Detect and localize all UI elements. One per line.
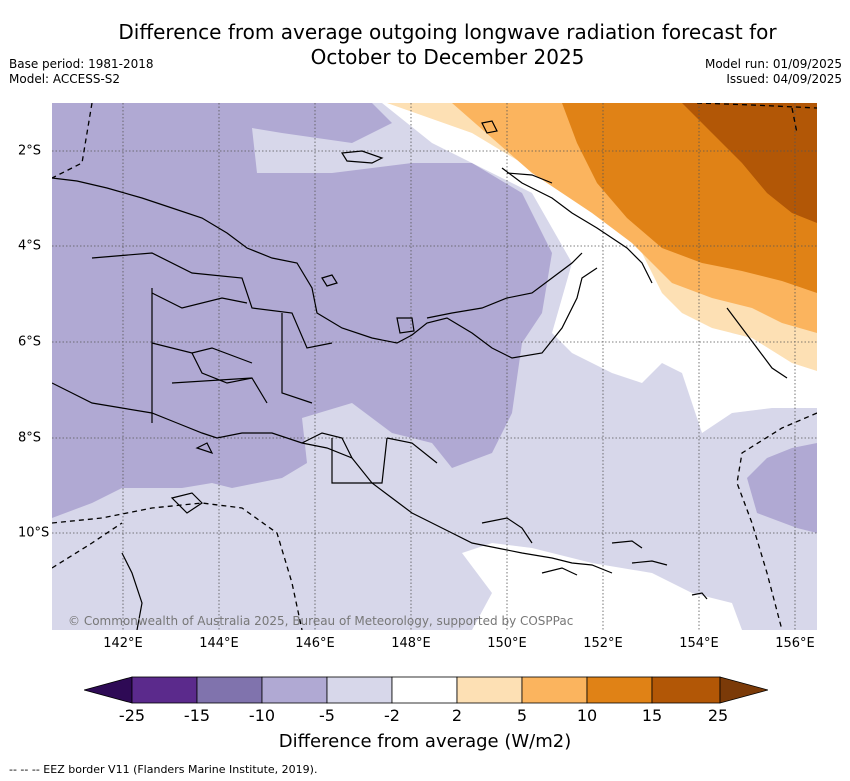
cb-segment-5 <box>391 676 458 704</box>
band-medium-lavender-east <box>747 443 817 533</box>
x-tick-148: 148°E <box>391 636 431 651</box>
meta-right: Model run: 01/09/2025 Issued: 04/09/2025 <box>705 57 842 87</box>
cb-label-3: -5 <box>319 706 335 725</box>
eez-borders <box>52 103 817 630</box>
colorbar-svg <box>82 676 770 704</box>
x-tick-154: 154°E <box>679 636 719 651</box>
model-run: Model run: 01/09/2025 <box>704 57 842 71</box>
cb-label-5: 2 <box>451 706 463 725</box>
title-line-2: October to December 2025 <box>310 45 585 69</box>
eez-footnote: -- -- -- EEZ border V11 (Flanders Marine… <box>9 763 318 776</box>
y-tick-10s: 10°S <box>18 525 50 541</box>
cb-segment-6 <box>456 676 523 704</box>
y-tick-2s: 2°S <box>18 143 42 159</box>
cb-segment-7 <box>521 676 588 704</box>
cb-segment-4 <box>326 676 393 704</box>
y-tick-4s: 4°S <box>18 238 42 254</box>
band-deep-orange <box>682 103 817 223</box>
map-title: Difference from average outgoing longwav… <box>60 20 835 70</box>
cb-label-7: 10 <box>576 706 598 725</box>
y-tick-8s: 8°S <box>18 430 42 446</box>
cb-label-4: -2 <box>384 706 400 725</box>
cb-segment-9 <box>651 676 721 704</box>
base-period: Base period: 1981-2018 <box>9 57 154 71</box>
cb-segment-1 <box>131 676 198 704</box>
colorbar-title: Difference from average (W/m2) <box>278 731 572 752</box>
cb-label-6: 5 <box>516 706 528 725</box>
colorbar <box>82 674 770 706</box>
model-name: Model: ACCESS-S2 <box>9 72 121 86</box>
cb-label-2: -10 <box>248 706 276 725</box>
x-tick-150: 150°E <box>487 636 527 651</box>
x-tick-156: 156°E <box>775 636 815 651</box>
y-tick-6s: 6°S <box>18 334 42 350</box>
cb-arrow-left <box>82 676 133 704</box>
x-tick-146: 146°E <box>295 636 335 651</box>
graticule <box>52 103 817 630</box>
map-area[interactable] <box>52 103 817 630</box>
band-white-south <box>462 543 742 630</box>
cb-segment-2 <box>196 676 263 704</box>
cb-label-9: 25 <box>707 706 729 725</box>
title-line-1: Difference from average outgoing longwav… <box>118 20 777 44</box>
x-tick-144: 144°E <box>199 636 239 651</box>
coastlines <box>52 120 788 630</box>
map-svg <box>52 103 817 630</box>
cb-segment-8 <box>586 676 653 704</box>
copyright-text: © Commonwealth of Australia 2025, Bureau… <box>68 614 574 628</box>
cb-label-8: 15 <box>641 706 663 725</box>
cb-arrow-right <box>719 676 770 704</box>
band-medium-lavender <box>52 103 552 518</box>
band-white <box>382 103 817 433</box>
x-tick-142: 142°E <box>103 636 143 651</box>
x-tick-152: 152°E <box>583 636 623 651</box>
cb-label-1: -15 <box>183 706 211 725</box>
cb-label-0: -25 <box>118 706 146 725</box>
issued-date: Issued: 04/09/2025 <box>726 72 842 86</box>
cb-segment-3 <box>261 676 328 704</box>
meta-left: Base period: 1981-2018 Model: ACCESS-S2 <box>9 57 154 87</box>
